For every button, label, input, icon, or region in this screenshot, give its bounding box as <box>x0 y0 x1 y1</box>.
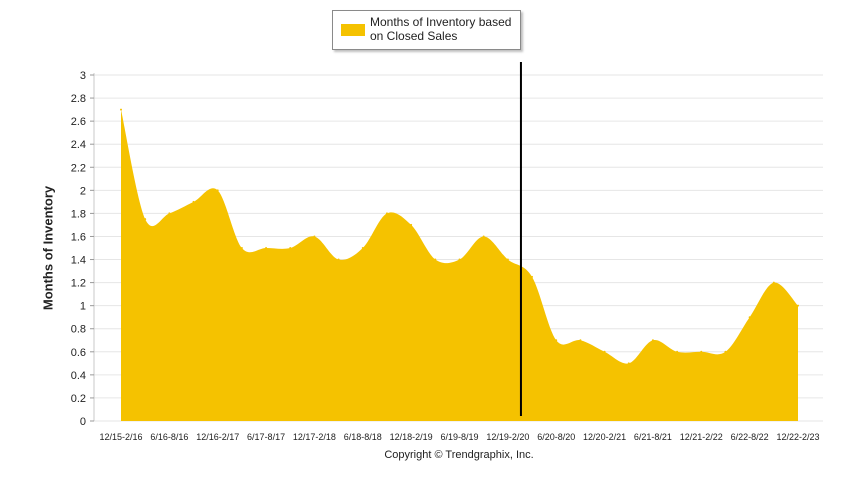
y-tick-label: 2.6 <box>71 116 86 128</box>
area-series-fill <box>121 109 798 421</box>
y-tick-label: 2.4 <box>71 139 86 151</box>
data-point <box>144 218 147 221</box>
y-tick-label: 0.4 <box>71 370 86 382</box>
x-tick-label: 6/21-8/21 <box>634 432 672 442</box>
area-series <box>120 108 799 421</box>
data-point <box>458 258 461 261</box>
x-tick-label: 12/22-2/23 <box>776 432 819 442</box>
y-axis-title: Months of Inventory <box>40 185 56 311</box>
axis-layer: 0 0.2 0.4 0.6 0.8 1 1.2 1.4 1.6 1.8 2 2.2 2.4 2.6 2.8 3… <box>71 70 820 442</box>
y-tick-label: 1 <box>80 301 86 313</box>
y-tick-label: 0.6 <box>71 347 86 359</box>
data-point <box>724 350 727 353</box>
x-tick-label: 6/16-8/16 <box>150 432 188 442</box>
x-tick-label: 6/17-8/17 <box>247 432 285 442</box>
data-point <box>482 235 485 238</box>
legend-swatch <box>341 24 365 36</box>
data-point <box>216 189 219 192</box>
data-point <box>410 223 413 226</box>
data-point <box>531 275 534 278</box>
x-tick-label: 12/20-2/21 <box>583 432 626 442</box>
data-point <box>748 316 751 319</box>
x-tick-label: 6/18-8/18 <box>344 432 382 442</box>
y-tick-label: 2.8 <box>71 93 86 105</box>
x-tick-label: 6/19-8/19 <box>440 432 478 442</box>
data-point <box>603 350 606 353</box>
x-tick-label: 12/21-2/22 <box>680 432 723 442</box>
data-point <box>555 339 558 342</box>
y-tick-label: 1.2 <box>71 278 86 290</box>
x-tick-label: 6/20-8/20 <box>537 432 575 442</box>
data-point <box>434 258 437 261</box>
x-tick-label: 12/16-2/17 <box>196 432 239 442</box>
x-tick-label: 12/17-2/18 <box>293 432 336 442</box>
data-point <box>289 247 292 249</box>
data-point <box>168 212 171 215</box>
legend: Months of Inventory based on Closed Sale… <box>332 10 521 50</box>
x-tick-label: 12/18-2/19 <box>390 432 433 442</box>
data-point <box>385 212 388 215</box>
y-tick-label: 3 <box>80 70 86 82</box>
y-tick-label: 0.2 <box>71 393 86 405</box>
data-point <box>627 362 630 365</box>
y-tick-label: 1.8 <box>71 208 86 220</box>
data-point <box>313 235 316 238</box>
y-tick-label: 2.2 <box>71 162 86 174</box>
x-tick-label: 6/22-8/22 <box>731 432 769 442</box>
y-tick-label: 1.6 <box>71 231 86 243</box>
y-tick-label: 0 <box>80 416 86 428</box>
data-point <box>579 339 582 342</box>
x-tick-label: 12/19-2/20 <box>486 432 529 442</box>
data-point <box>506 258 509 261</box>
y-tick-label: 0.8 <box>71 324 86 336</box>
data-point <box>240 247 243 249</box>
x-tick-label: 12/15-2/16 <box>99 432 142 442</box>
data-point <box>700 350 703 353</box>
data-point <box>120 108 122 111</box>
copyright-text: Copyright © Trendgraphix, Inc. <box>384 449 534 461</box>
data-point <box>192 200 195 203</box>
y-tick-label: 2 <box>80 185 86 197</box>
data-point <box>337 258 340 261</box>
data-point <box>361 247 364 249</box>
y-tick-label: 1.4 <box>71 255 86 267</box>
data-point <box>676 350 679 353</box>
data-point <box>772 281 775 284</box>
data-point <box>265 247 268 249</box>
data-point <box>651 339 654 342</box>
data-point <box>797 304 799 307</box>
legend-label: Months of Inventory based on Closed Sale… <box>370 15 512 43</box>
